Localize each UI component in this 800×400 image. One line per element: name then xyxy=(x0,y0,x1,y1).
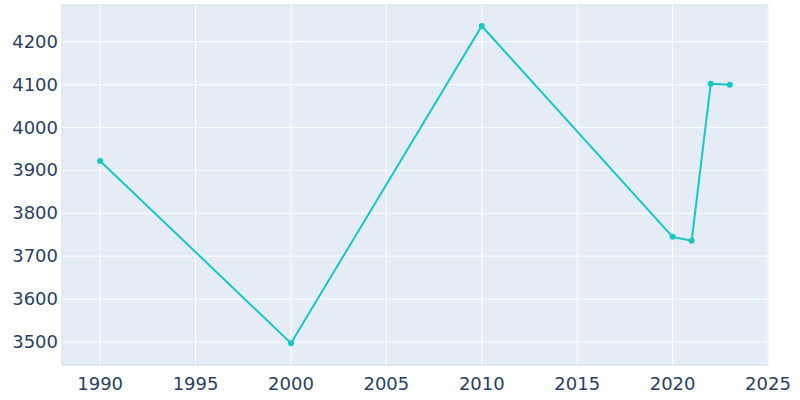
y-tick-label: 3500 xyxy=(12,331,58,352)
y-grid-line xyxy=(62,170,768,171)
marker xyxy=(97,158,103,164)
x-tick-label: 2000 xyxy=(268,373,314,394)
x-grid-line xyxy=(672,5,673,365)
plot-area xyxy=(62,5,768,365)
x-tick-label: 2020 xyxy=(650,373,696,394)
y-tick-label: 4100 xyxy=(12,74,58,95)
marker xyxy=(288,340,294,346)
y-grid-line xyxy=(62,299,768,300)
x-tick-label: 1990 xyxy=(77,373,123,394)
marker xyxy=(708,81,714,87)
y-tick-label: 3800 xyxy=(12,202,58,223)
x-grid-line xyxy=(195,5,196,365)
marker xyxy=(689,238,695,244)
marker xyxy=(670,234,676,240)
x-tick-label: 2015 xyxy=(554,373,600,394)
x-tick-label: 2010 xyxy=(459,373,505,394)
x-grid-line xyxy=(290,5,291,365)
marker xyxy=(727,82,733,88)
y-grid-line xyxy=(62,256,768,257)
x-tick-label: 2025 xyxy=(745,373,791,394)
y-grid-line xyxy=(62,213,768,214)
x-tick-label: 1995 xyxy=(173,373,219,394)
chart-svg: 3500 3600 3700 3800 3900 4000 4100 4200 1990 1995… xyxy=(0,0,800,400)
y-tick-label: 3600 xyxy=(12,288,58,309)
y-tick-label: 3700 xyxy=(12,245,58,266)
y-grid-line xyxy=(62,127,768,128)
y-tick-label: 4200 xyxy=(12,31,58,52)
marker xyxy=(479,23,485,29)
y-grid-line xyxy=(62,341,768,342)
x-tick-label: 2005 xyxy=(363,373,409,394)
line xyxy=(100,26,730,343)
y-tick-label: 3900 xyxy=(12,159,58,180)
y-grid-line xyxy=(62,41,768,42)
x-grid-line xyxy=(100,5,101,365)
y-grid-line xyxy=(62,84,768,85)
y-tick-label: 4000 xyxy=(12,117,58,138)
x-grid-line xyxy=(768,5,769,365)
x-grid-line xyxy=(481,5,482,365)
x-grid-line xyxy=(577,5,578,365)
chart: 3500 3600 3700 3800 3900 4000 4100 4200 1990 1995… xyxy=(0,0,800,400)
series-group xyxy=(97,23,733,346)
